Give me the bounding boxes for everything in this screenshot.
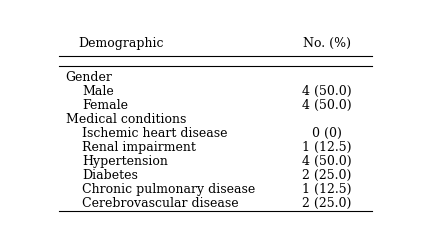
Text: 0 (0): 0 (0) bbox=[312, 127, 341, 140]
Text: 4 (50.0): 4 (50.0) bbox=[302, 155, 352, 168]
Text: Cerebrovascular disease: Cerebrovascular disease bbox=[82, 197, 239, 210]
Text: Hypertension: Hypertension bbox=[82, 155, 168, 168]
Text: 4 (50.0): 4 (50.0) bbox=[302, 85, 352, 98]
Text: Demographic: Demographic bbox=[78, 37, 164, 50]
Text: 2 (25.0): 2 (25.0) bbox=[302, 197, 352, 210]
Text: Ischemic heart disease: Ischemic heart disease bbox=[82, 127, 227, 140]
Text: 4 (50.0): 4 (50.0) bbox=[302, 99, 352, 112]
Text: Male: Male bbox=[82, 85, 114, 98]
Text: 1 (12.5): 1 (12.5) bbox=[302, 141, 352, 154]
Text: No. (%): No. (%) bbox=[303, 37, 351, 50]
Text: Gender: Gender bbox=[66, 71, 112, 84]
Text: 2 (25.0): 2 (25.0) bbox=[302, 169, 352, 182]
Text: Medical conditions: Medical conditions bbox=[66, 113, 186, 126]
Text: 1 (12.5): 1 (12.5) bbox=[302, 183, 352, 196]
Text: Diabetes: Diabetes bbox=[82, 169, 138, 182]
Text: Female: Female bbox=[82, 99, 128, 112]
Text: Renal impairment: Renal impairment bbox=[82, 141, 196, 154]
Text: Chronic pulmonary disease: Chronic pulmonary disease bbox=[82, 183, 255, 196]
